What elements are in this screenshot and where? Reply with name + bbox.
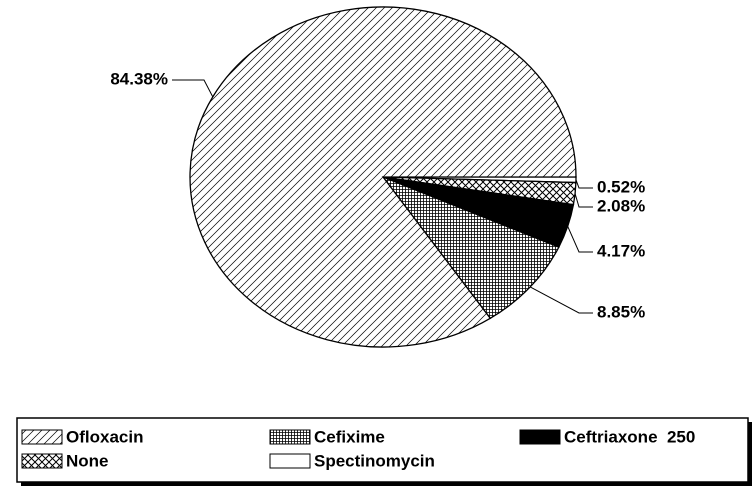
data-label: 4.17% [597, 241, 645, 260]
pie-slice [381, 175, 560, 320]
legend-swatch [21, 429, 63, 445]
legend-label: None [66, 451, 109, 470]
legend-label: Ofloxacin [66, 427, 143, 446]
legend-swatch [519, 429, 561, 445]
legend-box [16, 417, 749, 483]
legend-swatch [269, 453, 311, 469]
legend-label: Cefixime [314, 427, 385, 446]
data-label: 2.08% [597, 196, 645, 215]
data-label: 0.52% [597, 177, 645, 196]
leader-line [529, 286, 593, 314]
legend-label: Spectinomycin [314, 451, 435, 470]
leader-line [575, 179, 593, 189]
pie-slice [189, 6, 577, 348]
legend-label: Ceftriaxone 250 [564, 427, 695, 446]
leader-line [172, 79, 214, 98]
leader-line [567, 226, 593, 253]
legend-swatch [21, 453, 63, 469]
leader-line [574, 193, 593, 208]
legend-swatch [269, 429, 311, 445]
data-label: 84.38% [110, 69, 168, 88]
data-label: 8.85% [597, 302, 645, 321]
